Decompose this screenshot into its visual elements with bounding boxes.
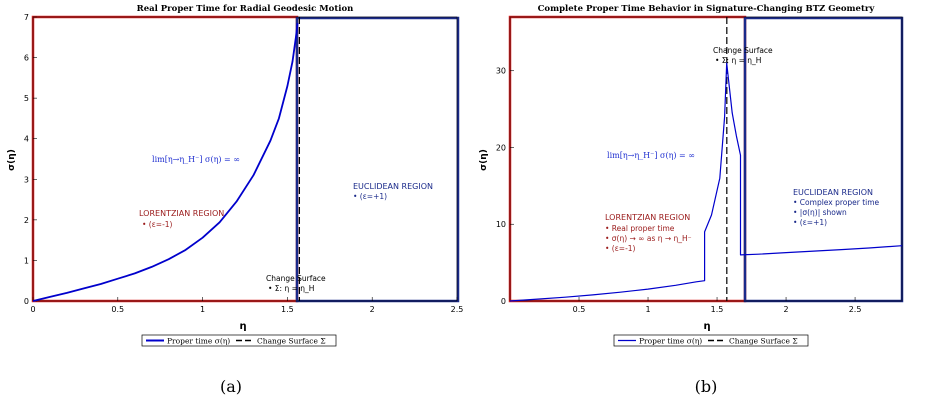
chart-b-lorentzian-item-3: • (ε=-1)	[605, 244, 636, 253]
chart-a-plot-frame	[32, 16, 458, 302]
panel-label-a: (a)	[220, 377, 242, 396]
chart-b-legend: Proper time σ(η) Change Surface Σ	[613, 334, 809, 347]
chart-a-lorentzian-title: LORENTZIAN REGION	[139, 209, 224, 218]
chart-b-change-surface-title: Change Surface	[713, 46, 773, 55]
chart-a-ytick-label: 7	[24, 13, 29, 22]
chart-a-limit-annotation: lim[η→η_H⁻] σ(η) = ∞	[152, 155, 240, 164]
chart-a-lorentzian-item: • (ε=-1)	[142, 220, 173, 229]
chart-a-ytick-label: 2	[24, 216, 29, 225]
chart-a-legend-entry-1: Proper time σ(η)	[167, 337, 230, 346]
chart-a-ytick-label: 6	[24, 54, 29, 63]
chart-b-xtick-label: 2.5	[849, 305, 862, 314]
chart-a-xlabel: η	[239, 321, 246, 332]
chart-a-ylabel: σ(η)	[7, 149, 17, 171]
chart-b-lorentzian-title: LORENTZIAN REGION	[605, 213, 690, 222]
chart-a-ytick-label: 4	[24, 135, 29, 144]
chart-b-axes: 0.5 1 1.5 2 2.5 0 10 20 30	[496, 67, 862, 314]
chart-a-euclidean-item: • (ε=+1)	[353, 192, 387, 201]
panel-label-b: (b)	[695, 377, 718, 396]
chart-b-xlabel: η	[703, 321, 710, 332]
chart-a-xtick-label: 2	[370, 305, 375, 314]
chart-b-ytick-label: 10	[496, 220, 506, 229]
chart-b-plot-frame	[509, 16, 903, 302]
chart-a-xtick-label: 1.5	[281, 305, 294, 314]
chart-a-xtick-label: 0	[30, 305, 35, 314]
chart-a-ytick-label: 5	[24, 94, 29, 103]
chart-b-ytick-label: 20	[496, 143, 506, 152]
chart-a-change-surface-title: Change Surface	[266, 274, 326, 283]
chart-b-ytick-label: 0	[501, 297, 506, 306]
chart-b-limit-annotation: lim[η→η_H⁻] σ(η) = ∞	[607, 151, 695, 160]
chart-a-ytick-label: 3	[24, 175, 29, 184]
chart-b-ylabel: σ(η)	[479, 149, 489, 171]
chart-a-series-line	[32, 22, 299, 302]
chart-b-xtick-label: 1	[645, 305, 650, 314]
chart-a-change-surface-item: • Σ: η = η_H	[268, 284, 314, 293]
chart-a-euclidean-title: EUCLIDEAN REGION	[353, 182, 433, 191]
chart-a-ytick-label: 1	[24, 256, 29, 265]
chart-a-title: Real Proper Time for Radial Geodesic Mot…	[137, 4, 354, 14]
chart-b-euclidean-item-1: • Complex proper time	[793, 198, 880, 207]
chart-b-ytick-label: 30	[496, 67, 506, 76]
chart-b-euclidean-item-2: • |σ(η)| shown	[793, 208, 847, 217]
chart-b-lorentzian-item-1: • Real proper time	[605, 224, 675, 233]
chart-b-euclidean-box	[743, 16, 904, 303]
chart-b-xtick-label: 1.5	[711, 305, 724, 314]
chart-b-lines	[509, 17, 903, 302]
chart-a: Real Proper Time for Radial Geodesic Mot…	[7, 4, 463, 396]
chart-b-legend-entry-2: Change Surface Σ	[729, 337, 798, 346]
chart-b-lorentzian-item-2: • σ(η) → ∞ as η → η_H⁻	[605, 234, 692, 243]
chart-a-legend-entry-2: Change Surface Σ	[257, 337, 326, 346]
chart-a-lines	[32, 17, 301, 302]
chart-a-axes: 0 0.5 1 1.5 2 2.5 0 1 2 3 4 5 6 7	[24, 13, 463, 314]
chart-b-change-surface-item: • Σ: η = η_H	[715, 56, 761, 65]
chart-b-euclidean-item-3: • (ε=+1)	[793, 218, 827, 227]
chart-b-series-line	[509, 62, 903, 302]
chart-a-xtick-label: 2.5	[451, 305, 464, 314]
chart-b-xtick-label: 0.5	[573, 305, 586, 314]
chart-a-euclidean-box	[295, 16, 460, 303]
chart-a-xtick-label: 1	[200, 305, 205, 314]
chart-b-legend-entry-1: Proper time σ(η)	[639, 337, 702, 346]
chart-b-euclidean-title: EUCLIDEAN REGION	[793, 188, 873, 197]
chart-a-xtick-label: 0.5	[111, 305, 124, 314]
chart-b-xtick-label: 2	[784, 305, 789, 314]
chart-a-ytick-label: 0	[24, 297, 29, 306]
chart-b-title: Complete Proper Time Behavior in Signatu…	[538, 4, 876, 14]
chart-a-legend: Proper time σ(η) Change Surface Σ	[141, 334, 337, 347]
chart-b: Complete Proper Time Behavior in Signatu…	[479, 4, 904, 396]
